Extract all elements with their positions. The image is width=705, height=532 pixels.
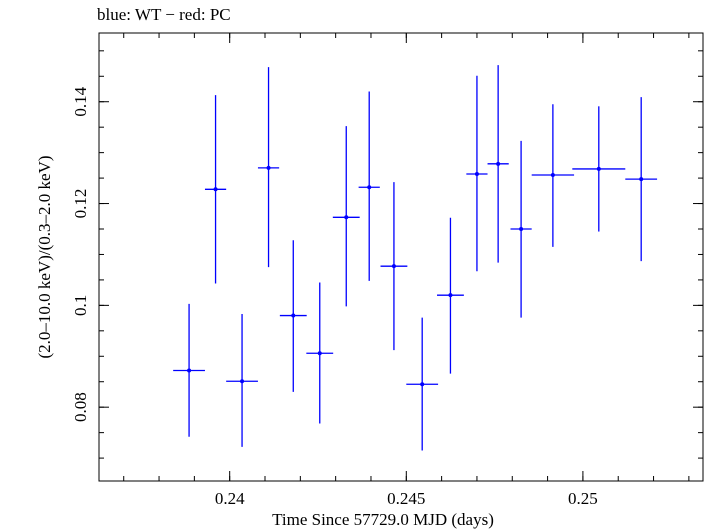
data-point (380, 182, 408, 351)
x-tick-label: 0.245 (387, 489, 425, 508)
data-point (406, 317, 439, 451)
x-tick-label: 0.25 (568, 489, 598, 508)
data-point (332, 126, 360, 307)
data-point (625, 97, 658, 262)
point-marker (266, 165, 271, 170)
point-marker (474, 172, 479, 177)
tick-labels: 0.24 0.245 0.25 0.08 0.1 0.12 0.14 (71, 86, 598, 508)
data-point (173, 303, 205, 437)
y-axis-label: (2.0–10.0 keV)/(0.3–2.0 keV) (35, 155, 54, 358)
data-point (279, 240, 307, 392)
point-marker (596, 166, 601, 171)
point-marker (391, 264, 396, 269)
point-marker (213, 187, 218, 192)
point-marker (367, 185, 372, 190)
data-point (358, 91, 380, 281)
axis-ticks (99, 33, 703, 481)
point-marker (496, 161, 501, 166)
y-tick-label: 0.14 (71, 86, 90, 116)
plot-frame (98, 32, 704, 482)
data-point (510, 140, 532, 318)
point-marker (344, 215, 349, 220)
point-marker (240, 379, 245, 384)
data-point (226, 314, 258, 447)
point-marker (420, 382, 425, 387)
point-marker (448, 293, 453, 298)
data-point (531, 104, 575, 247)
point-marker (291, 313, 296, 318)
data-point (487, 65, 509, 263)
data-point (437, 217, 464, 374)
y-tick-label: 0.1 (71, 295, 90, 316)
data-point (466, 75, 488, 272)
data-points (173, 65, 658, 451)
data-point (572, 106, 626, 232)
data-point (204, 95, 227, 284)
point-marker (639, 177, 644, 182)
point-marker (550, 173, 555, 178)
chart-title: blue: WT − red: PC (97, 5, 231, 24)
data-point (257, 67, 280, 268)
y-tick-label: 0.08 (71, 392, 90, 422)
data-point (306, 282, 334, 424)
y-tick-label: 0.12 (71, 189, 90, 219)
point-marker (317, 351, 322, 356)
x-tick-label: 0.24 (215, 489, 245, 508)
point-marker (519, 227, 524, 231)
point-marker (187, 368, 192, 373)
x-axis-label: Time Since 57729.0 MJD (days) (272, 510, 494, 529)
